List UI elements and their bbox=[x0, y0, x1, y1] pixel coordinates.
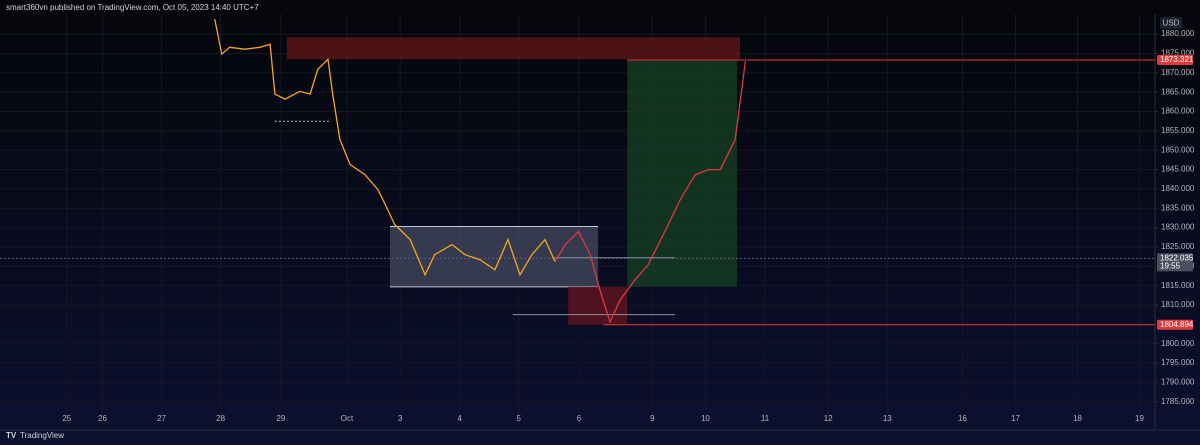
x-tick-label: 17 bbox=[1011, 414, 1020, 423]
y-tick-label: 1825.000 bbox=[1161, 242, 1195, 251]
x-tick-label: 6 bbox=[577, 414, 582, 423]
zone-target bbox=[627, 59, 738, 287]
y-tick-label: 1785.000 bbox=[1161, 397, 1195, 406]
x-tick-label: 9 bbox=[650, 414, 655, 423]
x-tick-label: 16 bbox=[958, 414, 967, 423]
price-badge bbox=[1157, 319, 1193, 330]
y-tick-label: 1800.000 bbox=[1161, 339, 1195, 348]
x-tick-label: 11 bbox=[761, 414, 770, 423]
x-tick-label: 18 bbox=[1073, 414, 1082, 423]
y-tick-label: 1795.000 bbox=[1161, 358, 1195, 367]
x-tick-label: 27 bbox=[157, 414, 166, 423]
x-tick-label: 12 bbox=[824, 414, 833, 423]
zone-range bbox=[389, 226, 599, 287]
currency-box[interactable] bbox=[1160, 17, 1182, 29]
x-tick-label: 5 bbox=[517, 414, 522, 423]
price-badge-label: 1804.894 bbox=[1160, 320, 1194, 329]
y-tick-label: 1830.000 bbox=[1161, 223, 1195, 232]
y-tick-label: 1835.000 bbox=[1161, 203, 1195, 212]
countdown: 19:55 bbox=[1160, 262, 1181, 271]
x-tick-label: 3 bbox=[398, 414, 403, 423]
series-projection bbox=[554, 61, 747, 324]
price-badge-label: 1873.321 bbox=[1160, 55, 1194, 64]
y-tick-label: 1880.000 bbox=[1161, 29, 1195, 38]
y-tick-label: 1875.000 bbox=[1161, 49, 1195, 58]
x-tick-label: 28 bbox=[216, 414, 225, 423]
price-badge bbox=[1157, 253, 1193, 272]
zone-stop bbox=[568, 286, 628, 325]
x-tick-label: 25 bbox=[62, 414, 71, 423]
y-tick-label: 1845.000 bbox=[1161, 165, 1195, 174]
zone-resistance bbox=[286, 37, 740, 60]
y-tick-label: 1810.000 bbox=[1161, 300, 1195, 309]
x-tick-label: 26 bbox=[98, 414, 107, 423]
x-tick-label: 29 bbox=[276, 414, 285, 423]
brand: TradingView bbox=[20, 431, 64, 440]
y-tick-label: 1840.000 bbox=[1161, 184, 1195, 193]
y-tick-label: 1865.000 bbox=[1161, 87, 1195, 96]
series-price bbox=[214, 18, 556, 277]
x-tick-label: 13 bbox=[883, 414, 892, 423]
y-tick-label: 1850.000 bbox=[1161, 145, 1195, 154]
y-tick-label: 1860.000 bbox=[1161, 107, 1195, 116]
x-tick-label: 4 bbox=[458, 414, 463, 423]
currency[interactable]: USD bbox=[1163, 19, 1180, 28]
y-tick-label: 1870.000 bbox=[1161, 68, 1195, 77]
x-tick-label: 19 bbox=[1135, 414, 1144, 423]
plot bbox=[0, 14, 1155, 430]
logo-mark: TV bbox=[6, 431, 17, 440]
publish-info: smart360vn published on TradingView.com,… bbox=[6, 3, 259, 12]
price-badge bbox=[1157, 54, 1193, 65]
x-tick-label: 10 bbox=[701, 414, 710, 423]
x-tick-label: Oct bbox=[341, 414, 354, 423]
y-tick-label: 1815.000 bbox=[1161, 281, 1195, 290]
price-badge-label: 1822.035 bbox=[1160, 254, 1194, 263]
y-tick-label: 1855.000 bbox=[1161, 126, 1195, 135]
y-tick-label: 1790.000 bbox=[1161, 378, 1195, 387]
